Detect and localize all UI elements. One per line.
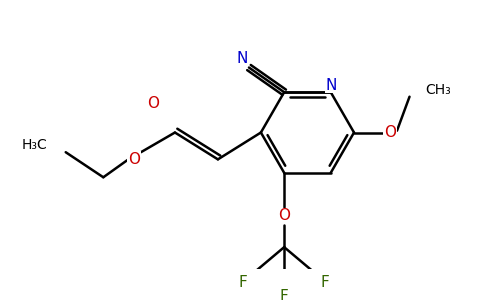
Text: F: F [280,289,288,300]
Text: N: N [326,77,337,92]
Text: O: O [278,208,290,223]
Text: O: O [128,152,140,167]
Text: O: O [384,125,396,140]
Text: O: O [148,96,159,111]
Text: F: F [239,275,247,290]
Text: N: N [236,51,247,66]
Text: H₃C: H₃C [22,138,48,152]
Text: F: F [321,275,330,290]
Text: CH₃: CH₃ [425,82,452,97]
